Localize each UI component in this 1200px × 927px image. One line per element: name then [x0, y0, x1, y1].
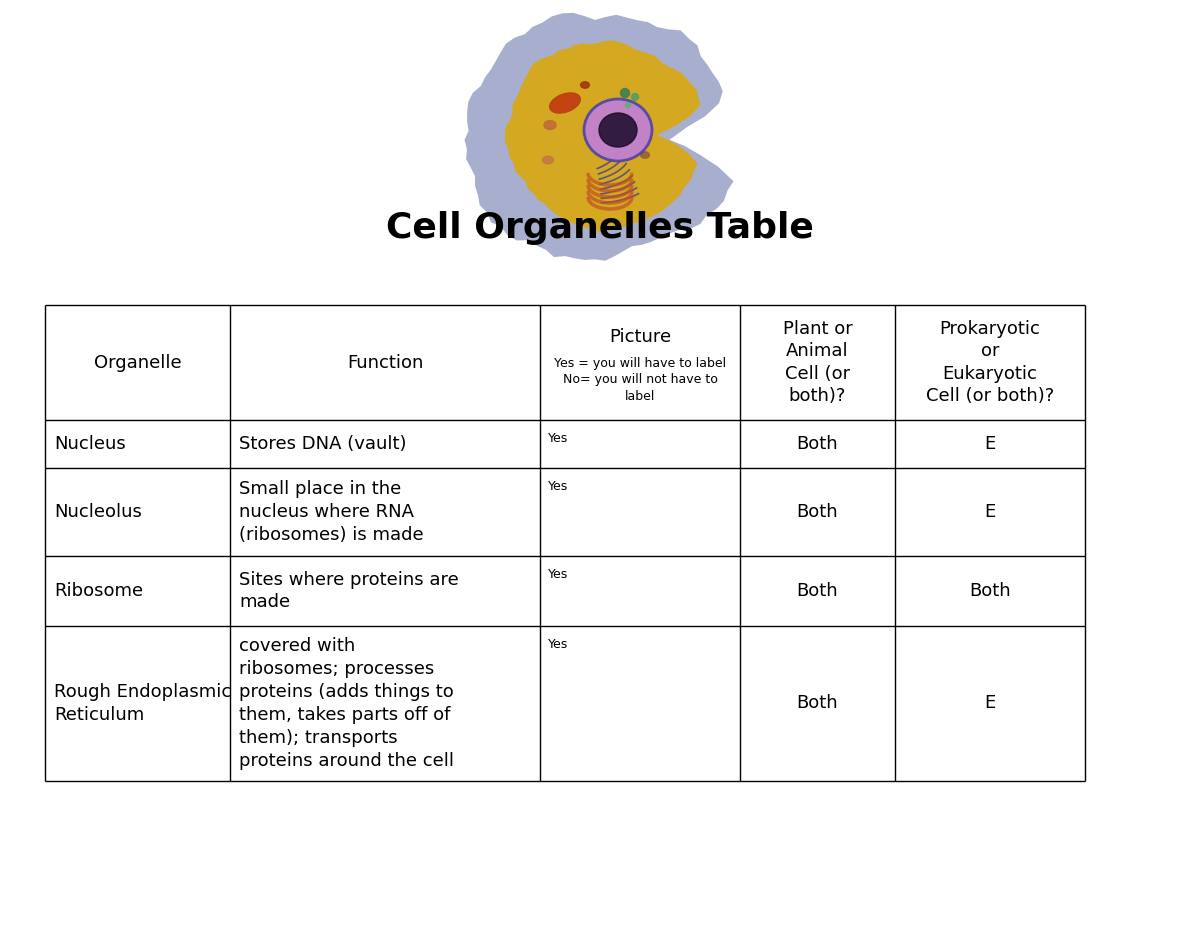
Ellipse shape: [544, 121, 556, 130]
Ellipse shape: [550, 93, 581, 113]
Text: Both: Both: [797, 694, 839, 713]
Text: E: E: [984, 694, 996, 713]
Text: Both: Both: [970, 582, 1010, 600]
Text: Ribosome: Ribosome: [54, 582, 143, 600]
Text: Organelle: Organelle: [94, 353, 181, 372]
Text: Stores DNA (vault): Stores DNA (vault): [239, 435, 407, 453]
Text: Yes: Yes: [548, 568, 569, 581]
Circle shape: [631, 94, 638, 100]
Circle shape: [625, 103, 630, 108]
Ellipse shape: [599, 113, 637, 147]
Text: Both: Both: [797, 503, 839, 521]
Text: Nucleus: Nucleus: [54, 435, 126, 453]
Text: Sites where proteins are
made: Sites where proteins are made: [239, 570, 458, 612]
Ellipse shape: [542, 156, 553, 164]
Text: Yes = you will have to label
No= you will not have to
label: Yes = you will have to label No= you wil…: [554, 357, 726, 402]
Text: Plant or
Animal
Cell (or
both)?: Plant or Animal Cell (or both)?: [782, 320, 852, 405]
Ellipse shape: [584, 99, 652, 161]
Text: Both: Both: [797, 435, 839, 453]
Text: Prokaryotic
or
Eukaryotic
Cell (or both)?: Prokaryotic or Eukaryotic Cell (or both)…: [926, 320, 1054, 405]
Circle shape: [620, 88, 630, 97]
Polygon shape: [505, 41, 700, 232]
Text: Yes: Yes: [548, 432, 569, 445]
Text: Nucleolus: Nucleolus: [54, 503, 142, 521]
Text: E: E: [984, 435, 996, 453]
Text: covered with
ribosomes; processes
proteins (adds things to
them, takes parts off: covered with ribosomes; processes protei…: [239, 637, 454, 769]
Text: Rough Endoplasmic
Reticulum: Rough Endoplasmic Reticulum: [54, 683, 232, 724]
Ellipse shape: [641, 152, 649, 159]
Ellipse shape: [581, 82, 589, 88]
Text: Picture: Picture: [608, 328, 671, 346]
Text: E: E: [984, 503, 996, 521]
Text: Small place in the
nucleus where RNA
(ribosomes) is made: Small place in the nucleus where RNA (ri…: [239, 480, 424, 544]
Polygon shape: [466, 14, 732, 260]
Text: Cell Organelles Table: Cell Organelles Table: [386, 211, 814, 245]
Text: Function: Function: [347, 353, 424, 372]
Text: Yes: Yes: [548, 638, 569, 651]
Text: Both: Both: [797, 582, 839, 600]
Text: Yes: Yes: [548, 480, 569, 493]
